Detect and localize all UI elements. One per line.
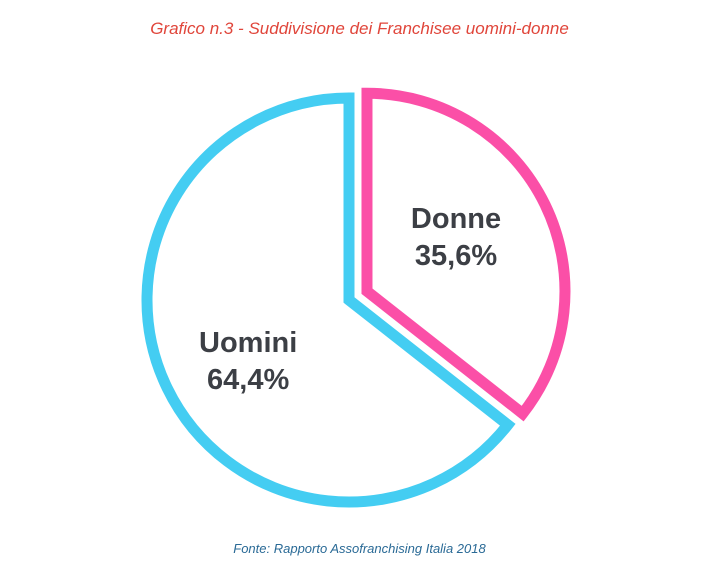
chart-source: Fonte: Rapporto Assofranchising Italia 2… <box>233 541 486 556</box>
slice-label-uomini: Uomini <box>199 327 297 359</box>
pie-slice-donne <box>361 87 571 422</box>
slice-label-donne: Donne <box>411 203 501 235</box>
slice-value-uomini: 64,4% <box>207 364 289 396</box>
pie-slice-uomini <box>141 92 516 508</box>
slice-value-donne: 35,6% <box>415 240 497 272</box>
chart-title: Grafico n.3 - Suddivisione dei Franchise… <box>150 19 569 38</box>
